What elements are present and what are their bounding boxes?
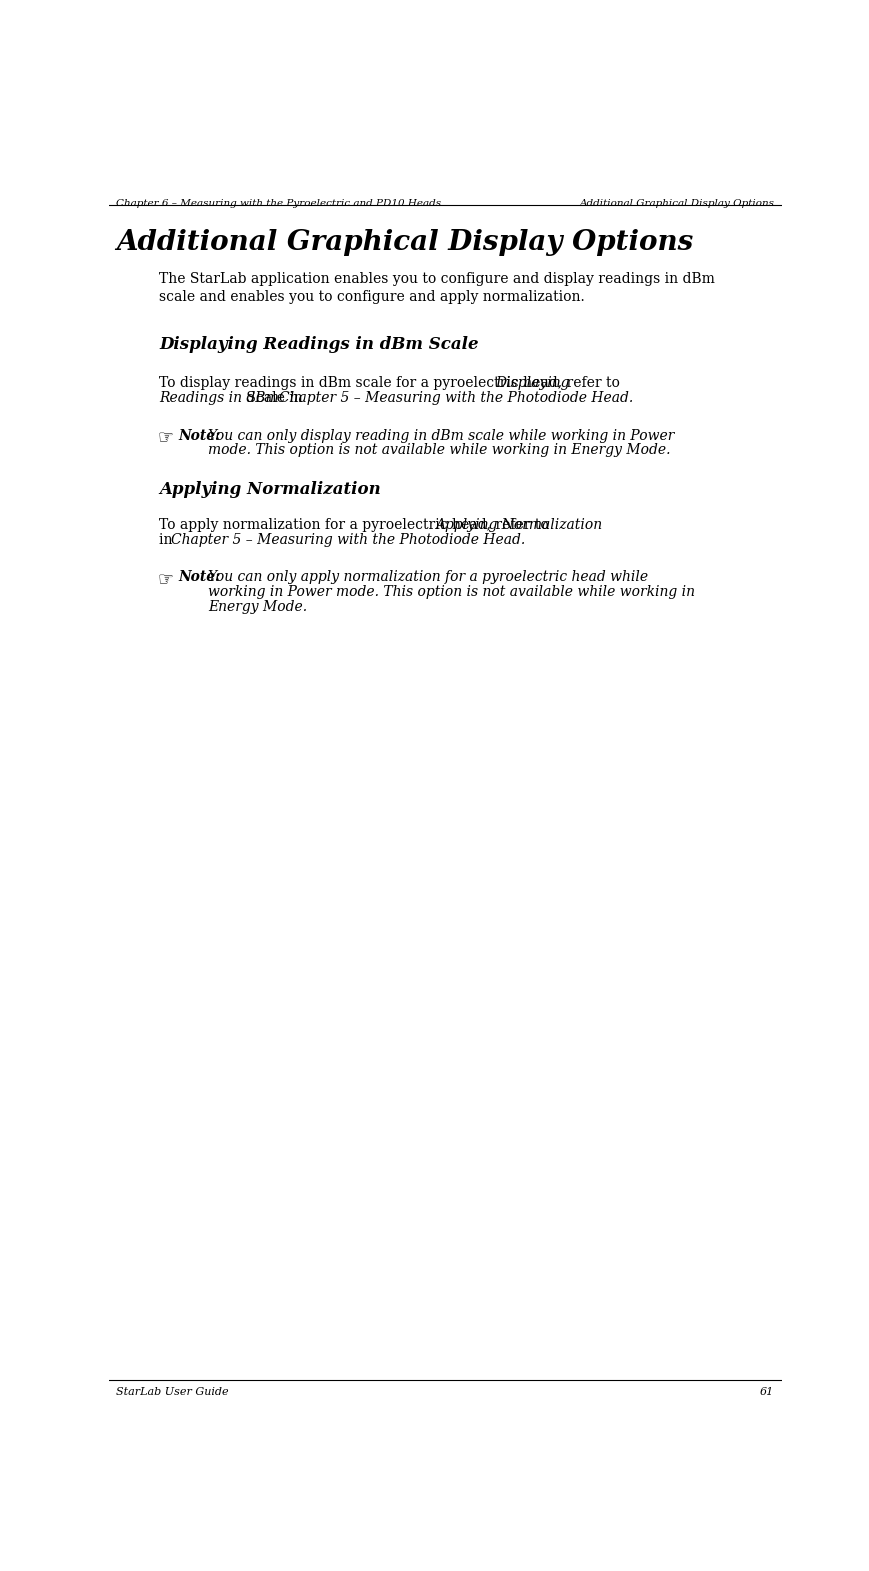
Text: To display readings in dBm scale for a pyroelectric head, refer to: To display readings in dBm scale for a p…	[159, 377, 624, 391]
Text: working in Power mode. This option is not available while working in: working in Power mode. This option is no…	[208, 584, 695, 599]
Text: Chapter 5 – Measuring with the Photodiode Head.: Chapter 5 – Measuring with the Photodiod…	[279, 391, 634, 405]
Text: You can only display reading in dBm scale while working in Power: You can only display reading in dBm scal…	[208, 429, 674, 443]
Text: You can only apply normalization for a pyroelectric head while: You can only apply normalization for a p…	[208, 570, 648, 584]
Text: The StarLab application enables you to configure and display readings in dBm
sca: The StarLab application enables you to c…	[159, 272, 715, 305]
Text: Additional Graphical Display Options: Additional Graphical Display Options	[116, 228, 693, 256]
Text: in: in	[159, 533, 177, 547]
Text: Applying Normalization: Applying Normalization	[434, 518, 602, 533]
Text: 61: 61	[760, 1387, 774, 1398]
Text: mode. This option is not available while working in Energy Mode.: mode. This option is not available while…	[208, 443, 670, 457]
Text: Chapter 6 – Measuring with the Pyroelectric and PD10 Heads: Chapter 6 – Measuring with the Pyroelect…	[116, 198, 441, 207]
Text: Scale in: Scale in	[242, 391, 307, 405]
Text: Displaying Readings in dBm Scale: Displaying Readings in dBm Scale	[159, 336, 479, 353]
Text: Note:: Note:	[178, 429, 225, 443]
Text: Note:: Note:	[178, 570, 225, 584]
Text: To apply normalization for a pyroelectric head, refer to: To apply normalization for a pyroelectri…	[159, 518, 554, 533]
Text: Chapter 5 – Measuring with the Photodiode Head.: Chapter 5 – Measuring with the Photodiod…	[170, 533, 525, 547]
Text: Additional Graphical Display Options: Additional Graphical Display Options	[580, 198, 774, 207]
Text: ☞: ☞	[157, 570, 174, 589]
Text: ☞: ☞	[157, 429, 174, 446]
Text: Readings in dBm: Readings in dBm	[159, 391, 279, 405]
Text: StarLab User Guide: StarLab User Guide	[116, 1387, 229, 1398]
Text: Energy Mode.: Energy Mode.	[208, 600, 307, 614]
Text: Displaying: Displaying	[495, 377, 570, 391]
Text: Applying Normalization: Applying Normalization	[159, 481, 381, 498]
